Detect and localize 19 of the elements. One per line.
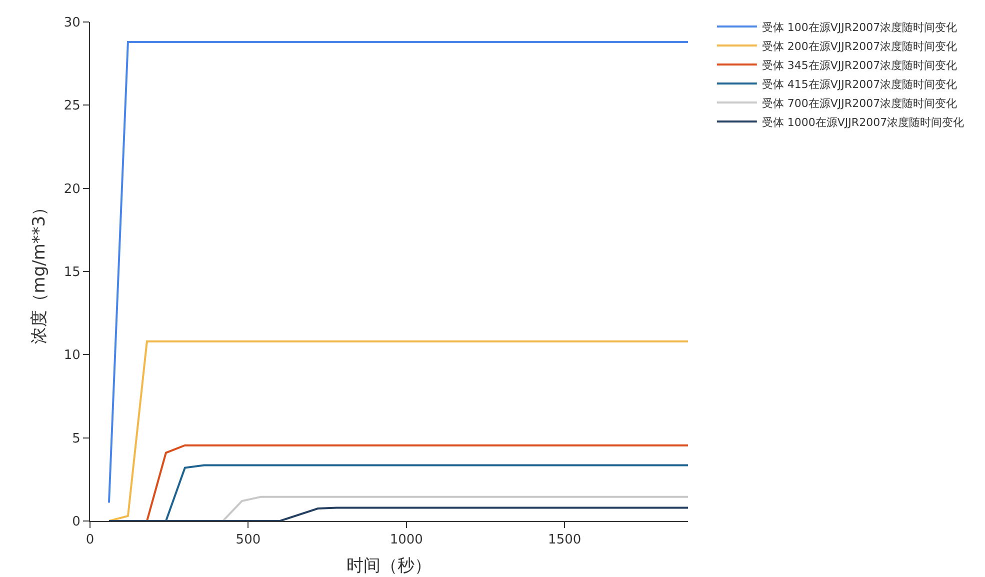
- y-tick-label: 10: [64, 348, 80, 364]
- y-tick-label: 30: [64, 16, 80, 31]
- legend-label: 受体 415在源VJJR2007浓度随时间变化: [762, 78, 958, 91]
- x-axis-title: 时间（秒）: [346, 556, 432, 576]
- x-tick-label: 500: [236, 532, 261, 548]
- legend-label: 受体 200在源VJJR2007浓度随时间变化: [762, 40, 958, 53]
- y-tick-label: 5: [72, 431, 80, 446]
- x-tick-label: 1000: [390, 532, 423, 548]
- y-axis-title: 浓度（mg/m**3）: [29, 198, 50, 344]
- x-tick-label: 1500: [548, 532, 582, 548]
- y-tick-label: 20: [64, 182, 80, 197]
- legend-label: 受体 700在源VJJR2007浓度随时间变化: [762, 96, 958, 110]
- y-tick-label: 25: [64, 98, 80, 114]
- legend-label: 受体 100在源VJJR2007浓度随时间变化: [762, 20, 958, 34]
- x-tick-label: 0: [86, 532, 94, 548]
- legend-label: 受体 345在源VJJR2007浓度随时间变化: [762, 58, 958, 72]
- y-tick-label: 15: [64, 265, 80, 280]
- y-tick-label: 0: [72, 514, 80, 530]
- legend-label: 受体 1000在源VJJR2007浓度随时间变化: [762, 116, 964, 129]
